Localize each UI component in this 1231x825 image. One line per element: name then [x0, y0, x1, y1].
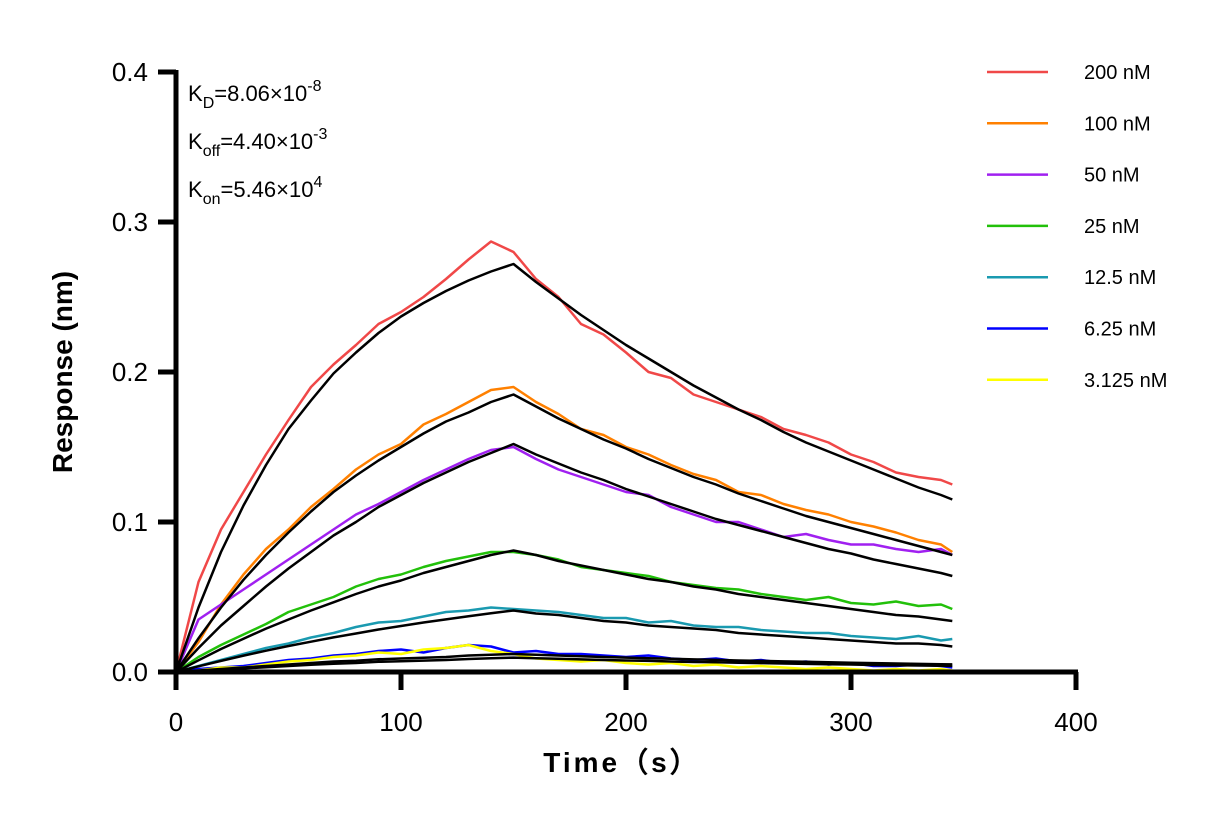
- legend-label: 12.5 nM: [1084, 267, 1156, 289]
- y-tick-label: 0.1: [112, 507, 148, 537]
- legend-label: 100 nM: [1084, 113, 1151, 135]
- legend-label: 3.125 nM: [1084, 370, 1167, 392]
- series-layer: [174, 240, 953, 674]
- legend-item: 50 nM: [987, 165, 1140, 187]
- legend-item: 100 nM: [987, 113, 1151, 135]
- fit-layer: [174, 262, 953, 674]
- y-tick-label: 0.4: [112, 57, 148, 87]
- legend-item: 25 nM: [987, 216, 1140, 238]
- fit-line-6: [175, 656, 953, 674]
- x-tick-label: 0: [169, 707, 183, 737]
- legend-label: 200 nM: [1084, 62, 1151, 84]
- legend-label: 25 nM: [1084, 216, 1140, 238]
- kinetic-constant-off: Koff=4.40×10-3: [188, 126, 328, 160]
- x-tick-label: 200: [604, 707, 647, 737]
- ticks: 0 100 200 300 400 0.0 0.1 0.2 0.3 0.4: [112, 57, 1098, 737]
- x-tick-label: 100: [379, 707, 422, 737]
- fit-line-0: [174, 262, 953, 673]
- fit-line-5: [175, 652, 953, 674]
- legend-item: 6.25 nM: [987, 319, 1156, 341]
- kinetic-constant-on: Kon=5.46×104: [188, 174, 322, 208]
- series-line-6: [175, 643, 953, 674]
- x-tick-label: 300: [829, 707, 872, 737]
- legend-item: 200 nM: [987, 62, 1151, 84]
- fit-line-2: [175, 442, 953, 673]
- y-tick-label: 0.3: [112, 207, 148, 237]
- series-line-2: [174, 445, 953, 673]
- legend-item: 12.5 nM: [987, 267, 1156, 289]
- y-tick-label: 0.0: [112, 657, 148, 687]
- y-tick-label: 0.2: [112, 357, 148, 387]
- fit-line-1: [174, 393, 953, 673]
- x-axis-label: Time（s）: [543, 746, 700, 778]
- series-line-4: [175, 606, 953, 674]
- fit-line-3: [175, 549, 953, 674]
- legend-label: 6.25 nM: [1084, 319, 1156, 341]
- axes: [173, 70, 1078, 675]
- legend-item: 3.125 nM: [987, 370, 1167, 392]
- legend-label: 50 nM: [1084, 165, 1140, 187]
- fit-line-4: [175, 609, 953, 674]
- kinetic-constants: KD=8.06×10-8 Koff=4.40×10-3 Kon=5.46×104: [188, 78, 328, 208]
- legend: 200 nM 100 nM 50 nM 25 nM 12.5 nM 6.25 nM 3.12…: [987, 62, 1167, 392]
- y-axis-label: Response (nm): [47, 271, 78, 473]
- series-line-0: [174, 240, 953, 673]
- series-line-1: [175, 385, 953, 673]
- x-tick-label: 400: [1054, 707, 1097, 737]
- kinetic-constant-D: KD=8.06×10-8: [188, 78, 322, 112]
